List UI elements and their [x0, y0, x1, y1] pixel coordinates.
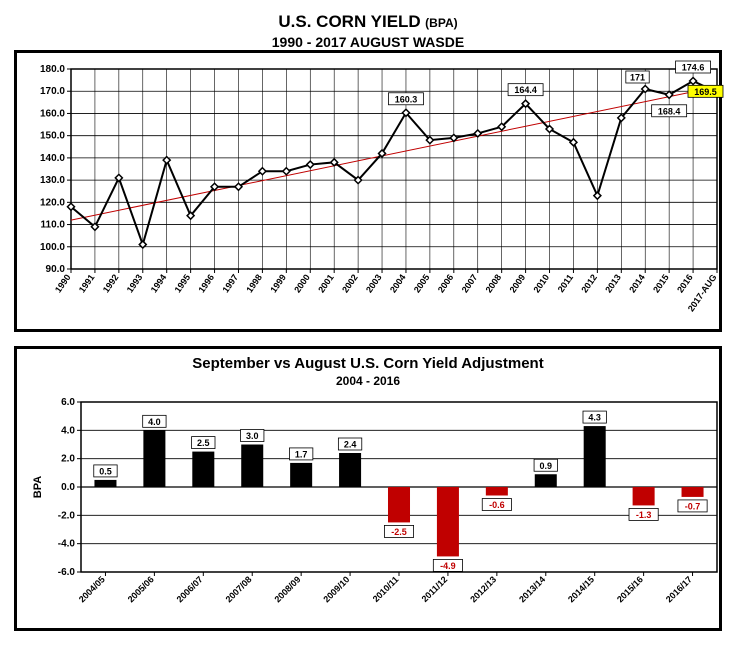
svg-text:2009: 2009: [508, 272, 528, 294]
svg-text:3.0: 3.0: [246, 431, 259, 441]
svg-text:-2.5: -2.5: [391, 527, 407, 537]
svg-text:2014/15: 2014/15: [566, 574, 596, 604]
svg-text:1.7: 1.7: [295, 449, 308, 459]
svg-text:2.0: 2.0: [61, 454, 75, 465]
panel1-title: U.S. CORN YIELD: [278, 12, 420, 31]
svg-text:1994: 1994: [149, 272, 169, 294]
svg-text:0.0: 0.0: [61, 482, 75, 493]
svg-text:2009/10: 2009/10: [321, 574, 351, 604]
svg-text:2010: 2010: [531, 272, 551, 294]
svg-text:2008/09: 2008/09: [272, 574, 302, 604]
svg-text:2004: 2004: [388, 272, 408, 294]
svg-text:0.5: 0.5: [99, 466, 112, 476]
svg-text:174.6: 174.6: [682, 63, 705, 73]
svg-text:2012/13: 2012/13: [468, 574, 498, 604]
bar-chart: -6.0 -4.0 -2.0 0.0 2.0 4.0 6.0 BPA 0.5 2004/05 4.0…: [27, 388, 727, 618]
svg-text:169.5: 169.5: [694, 87, 717, 97]
svg-text:2010/11: 2010/11: [371, 574, 401, 604]
svg-text:-1.3: -1.3: [636, 510, 652, 520]
svg-text:BPA: BPA: [32, 476, 44, 498]
line-chart: 90.0 100.0 110.0 120.0 130.0 140.0 150.0 160.0 1…: [27, 59, 727, 319]
svg-text:2006: 2006: [436, 272, 456, 294]
svg-text:2006/07: 2006/07: [175, 574, 205, 604]
svg-text:1993: 1993: [125, 272, 145, 294]
panel1-title-block: U.S. CORN YIELD (BPA) 1990 - 2017 AUGUST…: [14, 12, 722, 50]
svg-text:170.0: 170.0: [40, 86, 65, 97]
svg-text:1992: 1992: [101, 272, 121, 294]
svg-text:-0.6: -0.6: [489, 500, 505, 510]
svg-text:-0.7: -0.7: [685, 501, 701, 511]
svg-text:2008: 2008: [484, 272, 504, 294]
svg-text:4.3: 4.3: [588, 413, 601, 423]
svg-text:2001: 2001: [316, 272, 336, 294]
svg-text:110.0: 110.0: [41, 220, 66, 231]
panel1-subtitle: 1990 - 2017 AUGUST WASDE: [14, 34, 722, 50]
svg-text:4.0: 4.0: [148, 417, 161, 427]
svg-text:2004/05: 2004/05: [77, 574, 107, 604]
svg-text:160.3: 160.3: [395, 94, 418, 104]
svg-text:-2.0: -2.0: [58, 510, 76, 521]
svg-text:6.0: 6.0: [61, 397, 75, 408]
svg-text:160.0: 160.0: [40, 108, 65, 119]
svg-text:2015: 2015: [651, 272, 671, 294]
svg-text:140.0: 140.0: [40, 153, 65, 164]
svg-text:2.5: 2.5: [197, 438, 210, 448]
svg-text:180.0: 180.0: [40, 64, 65, 75]
svg-text:2016/17: 2016/17: [664, 574, 694, 604]
svg-text:2016: 2016: [675, 272, 695, 294]
svg-text:120.0: 120.0: [40, 197, 65, 208]
svg-text:1996: 1996: [197, 272, 217, 294]
svg-text:2013: 2013: [603, 272, 623, 294]
svg-text:-4.9: -4.9: [440, 561, 456, 571]
panel2: September vs August U.S. Corn Yield Adju…: [14, 346, 722, 631]
svg-text:2012: 2012: [579, 272, 599, 294]
svg-text:2002: 2002: [340, 272, 360, 294]
svg-text:1997: 1997: [220, 272, 240, 294]
svg-text:1991: 1991: [77, 272, 97, 294]
svg-text:2013/14: 2013/14: [517, 574, 547, 604]
svg-text:164.4: 164.4: [514, 85, 537, 95]
panel1-title-unit: (BPA): [425, 16, 457, 30]
svg-text:100.0: 100.0: [40, 242, 65, 253]
svg-text:130.0: 130.0: [40, 175, 65, 186]
svg-text:1990: 1990: [53, 272, 73, 294]
svg-text:150.0: 150.0: [40, 131, 65, 142]
panel2-title: September vs August U.S. Corn Yield Adju…: [27, 355, 709, 372]
svg-text:4.0: 4.0: [61, 425, 75, 436]
svg-text:-6.0: -6.0: [58, 567, 76, 578]
panel2-subtitle: 2004 - 2016: [27, 374, 709, 388]
svg-text:2.4: 2.4: [344, 440, 357, 450]
svg-text:-4.0: -4.0: [58, 539, 76, 550]
svg-text:1995: 1995: [173, 272, 193, 294]
svg-text:1998: 1998: [244, 272, 264, 294]
svg-text:171: 171: [630, 73, 645, 83]
svg-text:2015/16: 2015/16: [615, 574, 645, 604]
svg-text:2007: 2007: [460, 272, 480, 294]
svg-text:90.0: 90.0: [46, 264, 66, 275]
svg-text:2011/12: 2011/12: [420, 574, 450, 604]
svg-text:2014: 2014: [627, 272, 647, 294]
svg-text:2003: 2003: [364, 272, 384, 294]
panel1: 90.0 100.0 110.0 120.0 130.0 140.0 150.0 160.0 1…: [14, 50, 722, 332]
svg-text:2005/06: 2005/06: [126, 574, 156, 604]
svg-text:0.9: 0.9: [540, 461, 553, 471]
svg-text:2000: 2000: [292, 272, 312, 294]
svg-text:2005: 2005: [412, 272, 432, 294]
svg-text:1999: 1999: [268, 272, 288, 294]
svg-text:168.4: 168.4: [658, 106, 681, 116]
svg-text:2007/08: 2007/08: [224, 574, 254, 604]
svg-text:2011: 2011: [556, 272, 575, 294]
